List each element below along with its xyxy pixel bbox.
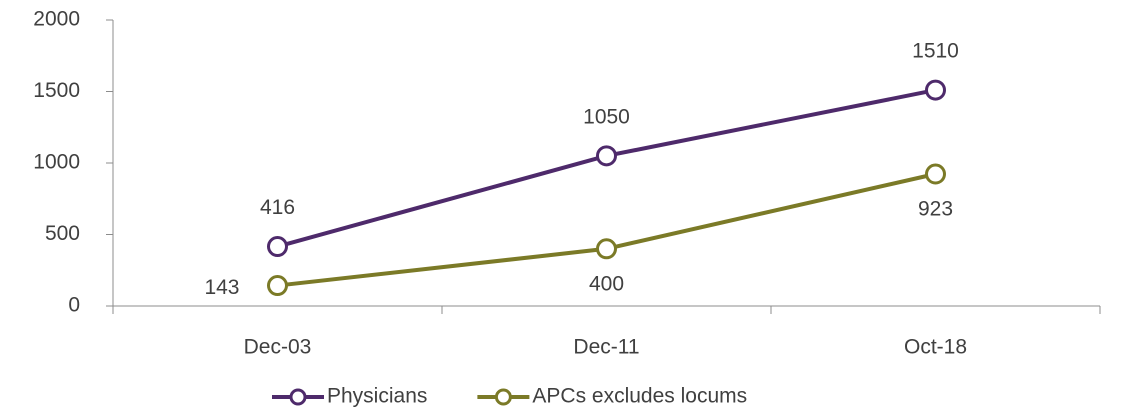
y-tick-label: 500 (45, 222, 80, 245)
data-label: 923 (918, 198, 953, 221)
point (596, 238, 617, 260)
point (267, 236, 288, 258)
y-tick-label: 2000 (33, 8, 80, 31)
point (925, 79, 946, 101)
data-label: 1510 (912, 40, 959, 63)
point (267, 275, 288, 297)
x-tick-label: Oct-18 (904, 336, 967, 359)
data-label: 1050 (583, 105, 630, 128)
data-label: 143 (204, 276, 239, 299)
legend-marker (289, 388, 307, 406)
series-line (277, 172, 936, 288)
y-tick-label: 0 (68, 294, 80, 317)
x-tick-label: Dec-03 (244, 336, 312, 359)
legend-marker (494, 388, 512, 406)
x-tick-label: Dec-11 (573, 336, 639, 359)
point (596, 145, 617, 167)
point (925, 163, 946, 185)
data-label: 416 (260, 196, 295, 219)
data-label: 400 (589, 272, 624, 295)
legend-label: APCs excludes locums (532, 385, 747, 408)
y-tick-label: 1500 (33, 79, 80, 102)
y-tick-label: 1000 (33, 151, 80, 174)
legend-label: Physicians (327, 385, 427, 408)
